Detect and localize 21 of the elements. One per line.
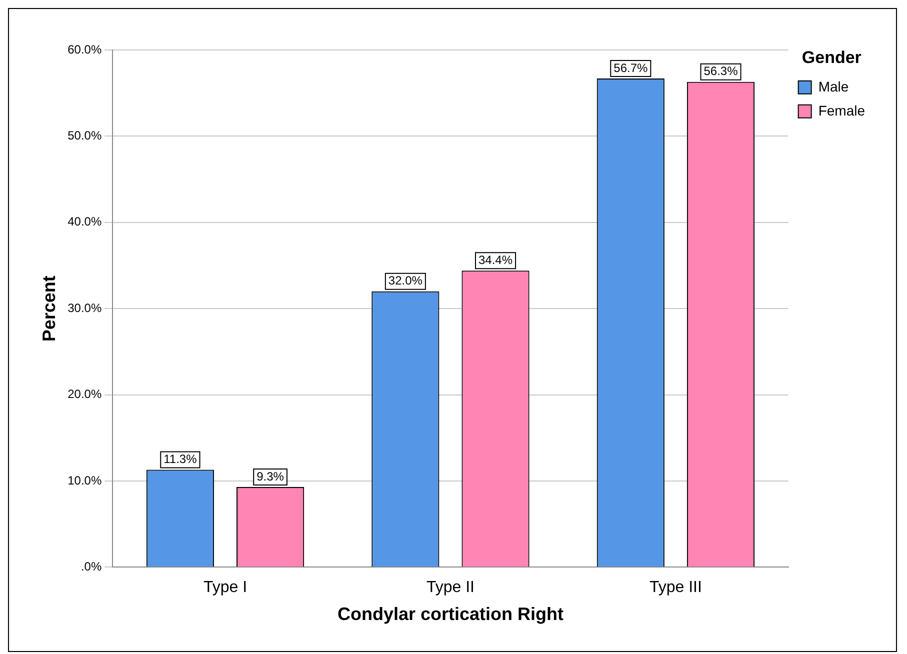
y-tick-label: .0% — [80, 560, 102, 574]
y-tick-label: 40.0% — [68, 214, 102, 229]
data-label: 56.7% — [614, 60, 648, 75]
y-axis-title: Percent — [38, 276, 59, 342]
x-tick-label: Type III — [649, 579, 702, 596]
legend-title: Gender — [802, 48, 862, 68]
data-label: 56.3% — [704, 64, 738, 78]
data-label: 9.3% — [256, 469, 284, 484]
legend-label: Male — [818, 78, 849, 94]
legend-label: Female — [818, 102, 866, 118]
x-axis-title: Condylar cortication Right — [337, 604, 564, 624]
y-tick-label: 30.0% — [68, 300, 102, 315]
y-tick-label: 50.0% — [68, 128, 102, 143]
x-tick-label: Type II — [426, 579, 474, 596]
data-label: 11.3% — [164, 452, 198, 466]
x-tick-label: Type I — [203, 579, 248, 596]
y-tick-label: 10.0% — [68, 473, 102, 488]
data-label: 34.4% — [478, 252, 513, 267]
y-tick-label: 20.0% — [68, 387, 102, 402]
y-tick-label: 60.0% — [68, 42, 102, 56]
data-label: 32.0% — [388, 274, 423, 288]
